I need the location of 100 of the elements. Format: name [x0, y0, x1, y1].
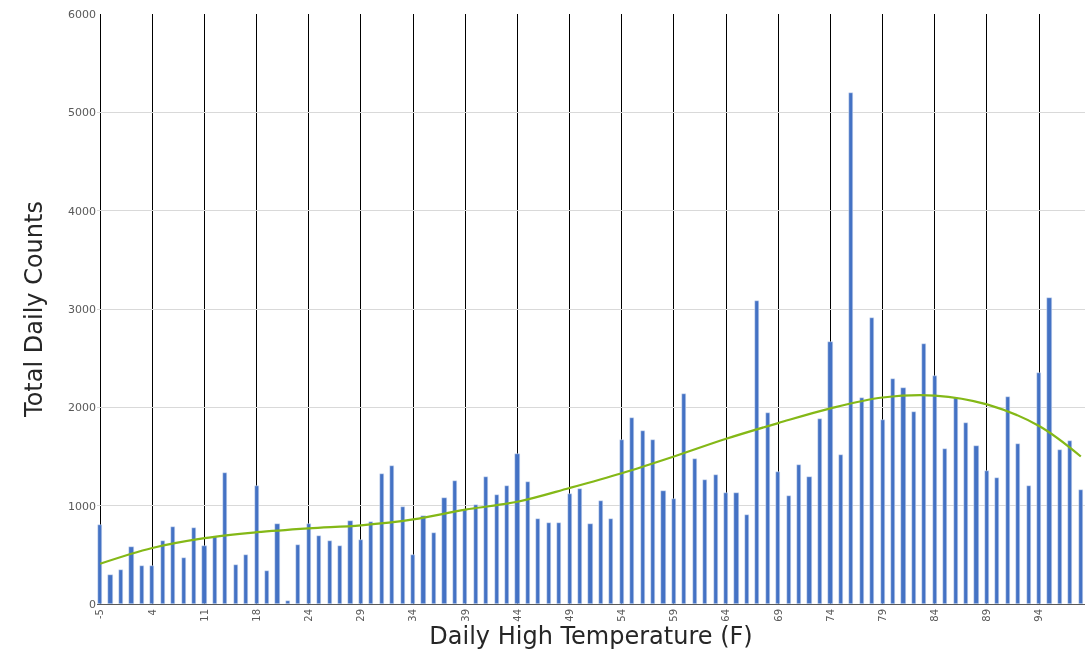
y-tick-label: 2000 [68, 401, 96, 415]
bar [953, 397, 958, 604]
bar [786, 495, 791, 604]
x-tick-label: 84 [929, 609, 941, 622]
bar [201, 545, 207, 604]
x-tick-label: 4 [146, 609, 158, 616]
y-tick-label: 6000 [68, 7, 96, 21]
bar [337, 545, 342, 604]
bar [170, 526, 175, 604]
bar [1046, 297, 1052, 604]
bar [754, 300, 759, 604]
x-tick-label: -5 [94, 609, 106, 619]
bar [598, 500, 603, 604]
bar [118, 569, 123, 604]
x-tick-label: 64 [720, 609, 732, 622]
bar [692, 458, 697, 604]
bar [650, 439, 655, 604]
bar [775, 471, 780, 604]
bar [796, 464, 801, 604]
x-tick-label: 18 [250, 609, 262, 622]
bar [254, 485, 259, 604]
bar [942, 448, 947, 604]
bar [473, 504, 478, 604]
bar [848, 92, 853, 604]
bar [243, 554, 248, 604]
bar [660, 490, 666, 604]
bar [514, 453, 520, 604]
bar [671, 498, 676, 604]
x-tick-label: 69 [772, 609, 784, 622]
bar [316, 535, 321, 604]
bar [181, 557, 186, 604]
bar [379, 473, 384, 604]
bar [932, 375, 937, 604]
bar [347, 520, 353, 604]
bar [306, 523, 311, 604]
bar [233, 564, 238, 604]
x-tick-label: 24 [303, 609, 315, 622]
bar [420, 515, 426, 604]
bar [859, 397, 864, 604]
bar [97, 524, 102, 604]
bar [911, 411, 916, 604]
bar [149, 565, 154, 604]
bar [212, 536, 217, 604]
bar [806, 476, 812, 604]
bar [1026, 485, 1031, 604]
bar [160, 540, 165, 604]
bar [295, 544, 300, 604]
bar [483, 476, 488, 604]
bar [494, 494, 499, 604]
x-tick-label: 89 [981, 609, 993, 622]
bar [504, 485, 509, 604]
bar [629, 417, 634, 604]
bar [994, 477, 999, 604]
bar [368, 521, 373, 604]
bar [869, 317, 874, 604]
bar [587, 523, 593, 604]
bar [619, 439, 624, 604]
bar [525, 481, 530, 604]
bar [733, 492, 739, 604]
bar [410, 554, 415, 604]
bar [274, 523, 280, 604]
x-tick-label: 94 [1033, 609, 1045, 622]
bar [765, 412, 770, 604]
y-tick-label: 5000 [68, 106, 96, 120]
bar [1036, 372, 1041, 604]
bar [128, 546, 134, 604]
bar [921, 343, 926, 604]
bar [1057, 449, 1062, 604]
bar [389, 465, 394, 604]
bar [556, 522, 561, 604]
x-tick-label: 34 [407, 609, 419, 622]
bar [264, 570, 269, 604]
bar [640, 430, 645, 604]
bar [107, 574, 113, 604]
bar [900, 387, 906, 604]
bar [723, 492, 728, 604]
bar [577, 488, 582, 604]
bar [963, 422, 968, 604]
bar [400, 506, 405, 604]
bar [608, 518, 613, 604]
bar [222, 472, 227, 604]
bar [973, 445, 979, 604]
bar [713, 474, 718, 604]
bar [1015, 443, 1020, 604]
bar [890, 378, 895, 604]
x-tick-label: 59 [668, 609, 680, 622]
bar [702, 479, 707, 604]
bar [546, 522, 551, 604]
bar [817, 418, 822, 604]
bar [139, 565, 144, 604]
bar [285, 600, 290, 604]
bar [441, 497, 447, 604]
bar [880, 419, 885, 604]
bar [358, 539, 363, 604]
x-tick-label: 54 [616, 609, 628, 622]
bar [452, 480, 457, 604]
y-tick-label: 3000 [68, 302, 96, 316]
bar [462, 509, 467, 604]
bar [827, 341, 833, 604]
y-axis-title: Total Daily Counts [20, 201, 49, 418]
